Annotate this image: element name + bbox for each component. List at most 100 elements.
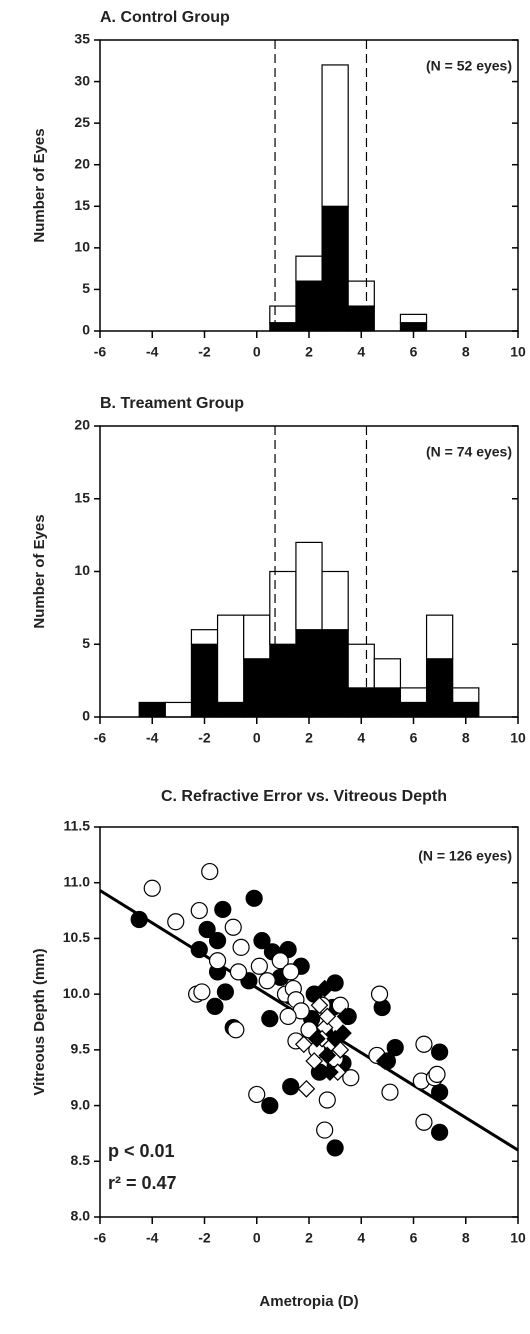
x-tick-label: 6 — [410, 1230, 418, 1246]
point — [342, 1069, 360, 1087]
point — [431, 1083, 449, 1101]
bar — [295, 629, 323, 718]
y-tick-label: 9.5 — [71, 1041, 91, 1057]
point — [321, 1063, 339, 1081]
bar — [425, 658, 454, 718]
y-axis-label: Vitreous Depth (mm) — [31, 948, 48, 1095]
point — [415, 1113, 433, 1131]
x-axis-label: Ametropia (D) — [259, 1293, 358, 1310]
y-tick-label: 20 — [74, 417, 90, 433]
chart-title: C. Refractive Error vs. Vitreous Depth — [161, 788, 447, 805]
bar — [399, 313, 428, 324]
y-tick-label: 8.5 — [71, 1152, 91, 1168]
x-tick-label: 10 — [510, 730, 526, 746]
annotation: p < 0.01 — [108, 1141, 175, 1161]
bar — [321, 64, 349, 207]
x-tick-label: 4 — [357, 344, 365, 360]
point — [297, 1080, 316, 1098]
x-tick-label: 6 — [410, 344, 418, 360]
bar — [373, 687, 402, 718]
y-tick-label: 9.0 — [71, 1096, 91, 1112]
y-tick-label: 10 — [74, 562, 90, 578]
annotation: r² = 0.47 — [108, 1173, 177, 1193]
x-tick-label: -6 — [94, 344, 107, 360]
point — [193, 983, 211, 1001]
point — [208, 932, 227, 950]
bar — [138, 701, 166, 718]
point — [318, 1007, 337, 1026]
bar — [243, 614, 271, 660]
bar — [269, 643, 297, 718]
point — [271, 952, 289, 970]
y-tick-label: 30 — [74, 72, 90, 88]
chart-title: B. Treament Group — [100, 395, 244, 412]
point — [198, 920, 216, 939]
point — [428, 1065, 446, 1083]
point — [282, 1078, 300, 1096]
bar — [452, 687, 480, 704]
x-tick-label: 6 — [410, 730, 418, 746]
y-tick-label: 0 — [82, 322, 90, 338]
x-tick-label: -6 — [94, 730, 107, 746]
y-tick-label: 11.5 — [64, 818, 91, 834]
x-tick-label: -4 — [146, 730, 159, 746]
y-tick-label: 20 — [74, 155, 90, 171]
annotation: (N = 52 eyes) — [426, 58, 512, 74]
point — [190, 940, 208, 959]
bar — [269, 305, 297, 324]
bar — [321, 205, 349, 332]
point — [415, 1035, 433, 1053]
x-tick-label: 10 — [510, 344, 526, 360]
y-axis-label: Number of Eyes — [31, 128, 48, 242]
point — [307, 1029, 326, 1048]
point — [214, 900, 232, 919]
point — [431, 1123, 449, 1141]
point — [253, 932, 271, 950]
point — [190, 901, 208, 920]
point — [229, 963, 248, 981]
x-tick-label: 10 — [510, 1230, 526, 1246]
bar — [243, 658, 271, 718]
y-tick-label: 5 — [82, 280, 90, 296]
point — [143, 879, 161, 897]
bar — [399, 322, 428, 332]
point — [224, 918, 242, 936]
x-tick-label: 0 — [253, 344, 261, 360]
x-tick-label: 0 — [253, 1230, 261, 1246]
point — [315, 979, 334, 998]
bar — [216, 701, 245, 718]
point — [232, 938, 250, 956]
bar — [164, 701, 193, 718]
plot-frame — [99, 826, 519, 1218]
y-tick-label: 10.5 — [63, 929, 90, 945]
bar — [399, 701, 428, 718]
point — [294, 1035, 313, 1054]
bar — [269, 322, 297, 332]
y-tick-label: 5 — [82, 635, 90, 651]
x-tick-label: -4 — [146, 1230, 159, 1246]
bar — [321, 629, 349, 718]
x-tick-label: 4 — [357, 730, 365, 746]
point — [282, 963, 300, 981]
y-tick-label: 0 — [82, 708, 90, 724]
point — [261, 1010, 279, 1028]
annotation: (N = 74 eyes) — [426, 444, 512, 460]
point — [381, 1083, 399, 1101]
point — [208, 952, 227, 970]
x-tick-label: 8 — [462, 730, 470, 746]
bar — [190, 629, 219, 645]
point — [227, 1021, 245, 1039]
point — [248, 1085, 266, 1104]
point — [370, 985, 389, 1003]
bar — [347, 280, 375, 307]
bar — [373, 658, 402, 689]
y-axis-label: Number of Eyes — [31, 514, 48, 628]
y-tick-label: 10 — [74, 239, 90, 255]
x-tick-label: 2 — [305, 1230, 313, 1246]
chart-title: A. Control Group — [100, 9, 230, 26]
bar — [295, 255, 323, 282]
y-tick-label: 10.0 — [63, 985, 90, 1001]
x-tick-label: -6 — [94, 1230, 107, 1246]
point — [375, 1052, 394, 1070]
